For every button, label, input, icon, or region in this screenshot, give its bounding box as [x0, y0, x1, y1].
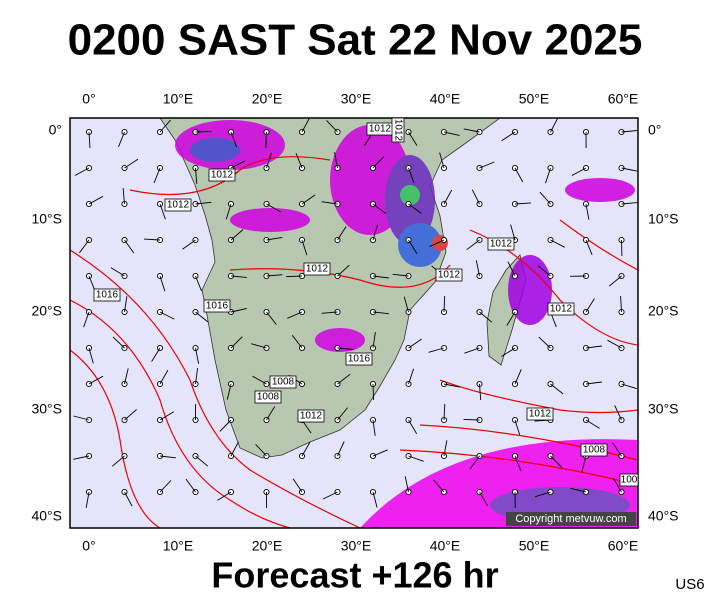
svg-text:1012: 1012 — [167, 200, 190, 211]
svg-text:1008: 1008 — [583, 445, 606, 456]
isobar-label: 1012 — [367, 123, 393, 135]
lon-label-bottom: 20°E — [252, 538, 283, 554]
svg-text:100: 100 — [621, 475, 638, 486]
isobar-label: 1008 — [270, 376, 296, 388]
isobar-label: 1012 — [392, 118, 404, 142]
lon-label-top: 30°E — [341, 91, 372, 107]
isobar-label: 1012 — [165, 199, 191, 211]
svg-text:1016: 1016 — [206, 301, 229, 312]
lon-label-top: 50°E — [519, 91, 550, 107]
isobar-label: 1016 — [94, 289, 120, 301]
svg-text:1012: 1012 — [550, 304, 573, 315]
lon-label-bottom: 30°E — [341, 538, 372, 554]
isobar-label: 1012 — [298, 410, 324, 422]
lon-label-bottom: 0° — [82, 538, 95, 554]
isobar-label: 1012 — [548, 303, 574, 315]
barb-shaft — [373, 384, 374, 400]
svg-text:1016: 1016 — [348, 354, 371, 365]
isobar-label: 1008 — [581, 444, 607, 456]
lat-label-left: 10°S — [31, 211, 62, 227]
lon-label-top: 20°E — [252, 91, 283, 107]
barb-shaft — [464, 419, 480, 420]
barb-shaft — [266, 132, 267, 148]
svg-text:1008: 1008 — [272, 377, 295, 388]
isobar-label: 100 — [620, 474, 638, 486]
lat-label-left: 20°S — [31, 303, 62, 319]
lat-label-right: 40°S — [648, 508, 679, 524]
isobar-label: 1016 — [346, 353, 372, 365]
lat-label-right: 20°S — [648, 303, 679, 319]
svg-text:1012: 1012 — [529, 409, 552, 420]
lon-label-top: 0° — [82, 91, 95, 107]
isobar-label: 1012 — [304, 263, 330, 275]
svg-text:1012: 1012 — [369, 124, 392, 135]
credit: Copyright metvuw.com — [515, 513, 626, 525]
forecast-label: Forecast +126 hr — [211, 555, 498, 596]
lon-label-top: 10°E — [163, 91, 194, 107]
svg-text:1012: 1012 — [392, 119, 403, 142]
lon-label-bottom: 10°E — [163, 538, 194, 554]
lat-label-right: 0° — [648, 122, 661, 138]
svg-text:1016: 1016 — [96, 290, 119, 301]
isobar-label: 1012 — [488, 238, 514, 250]
isobar-label: 1008 — [255, 391, 281, 403]
lon-label-bottom: 60°E — [608, 538, 639, 554]
lat-label-right: 30°S — [648, 401, 679, 417]
lon-label-bottom: 40°E — [430, 538, 461, 554]
lon-label-top: 40°E — [430, 91, 461, 107]
isobar-label: 1012 — [209, 169, 235, 181]
barb-shaft — [196, 131, 212, 132]
isobar-label: 1016 — [204, 300, 230, 312]
lat-label-left: 40°S — [31, 508, 62, 524]
isobar-label: 1012 — [527, 408, 553, 420]
lat-label-left: 0° — [49, 122, 62, 138]
svg-text:1012: 1012 — [490, 239, 513, 250]
svg-text:1012: 1012 — [438, 270, 461, 281]
title: 0200 SAST Sat 22 Nov 2025 — [68, 16, 643, 65]
svg-text:1012: 1012 — [306, 264, 329, 275]
svg-text:1008: 1008 — [257, 392, 280, 403]
lon-label-bottom: 50°E — [519, 538, 550, 554]
lat-label-left: 30°S — [31, 401, 62, 417]
isobar-label: 1012 — [436, 269, 462, 281]
lon-label-top: 60°E — [608, 91, 639, 107]
svg-text:1012: 1012 — [300, 411, 323, 422]
svg-text:1012: 1012 — [211, 170, 234, 181]
model-code: US6 — [675, 576, 704, 593]
lat-label-right: 10°S — [648, 211, 679, 227]
